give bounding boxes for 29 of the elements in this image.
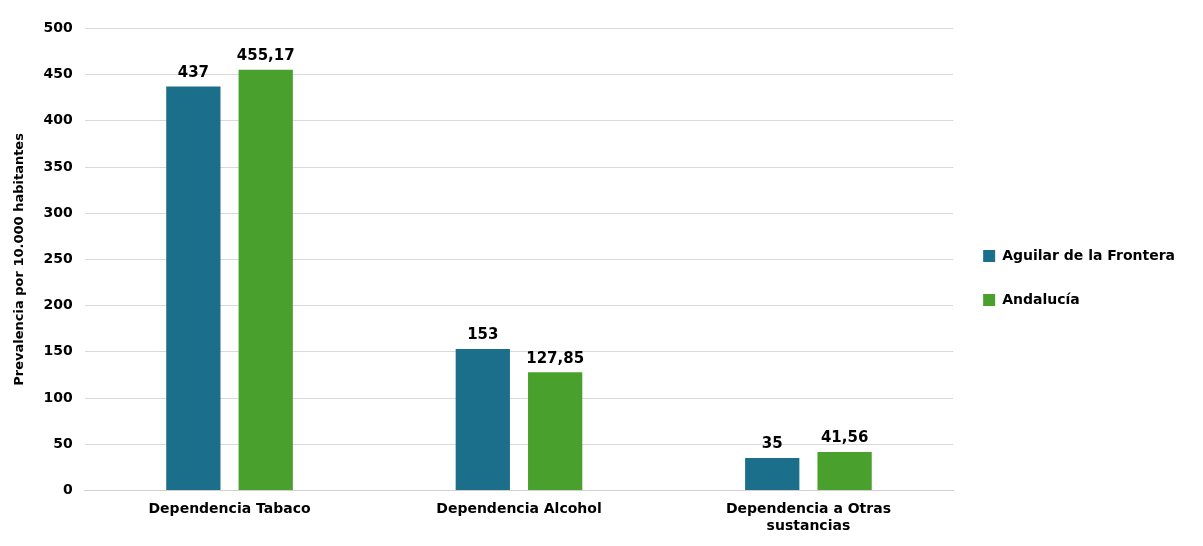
y-tick-label: 100 — [43, 388, 74, 405]
bar — [455, 349, 510, 490]
y-tick-label: 0 — [63, 481, 74, 498]
legend-label: Aguilar de la Frontera — [1002, 246, 1176, 263]
bar — [528, 372, 583, 490]
data-label: 35 — [761, 434, 783, 453]
y-tick-label: 250 — [43, 250, 74, 267]
data-label: 127,85 — [526, 348, 585, 367]
y-tick-label: 350 — [43, 157, 74, 174]
y-tick-label: 150 — [43, 342, 74, 359]
bar — [817, 452, 872, 490]
x-tick-label: Dependencia Tabaco — [148, 500, 311, 517]
y-tick-label: 300 — [43, 203, 74, 220]
y-tick-label: 500 — [43, 19, 74, 36]
y-tick-label: 200 — [43, 296, 74, 313]
y-axis-title: Prevalencia por 10.000 habitantes — [11, 132, 27, 386]
data-label: 455,17 — [236, 46, 295, 65]
y-tick-label: 50 — [53, 434, 74, 451]
y-tick-label: 450 — [43, 65, 74, 82]
data-label: 41,56 — [820, 428, 869, 447]
x-tick-label: Dependencia a Otras sustancias — [725, 500, 891, 534]
data-label: 153 — [467, 325, 499, 344]
bar — [745, 458, 800, 490]
y-tick-label: 400 — [43, 111, 74, 128]
legend-label: Andalucía — [1002, 290, 1080, 307]
bar — [166, 86, 221, 490]
x-tick-label: Dependencia Alcohol — [436, 500, 602, 517]
data-label: 437 — [177, 63, 210, 81]
bar — [238, 69, 293, 490]
